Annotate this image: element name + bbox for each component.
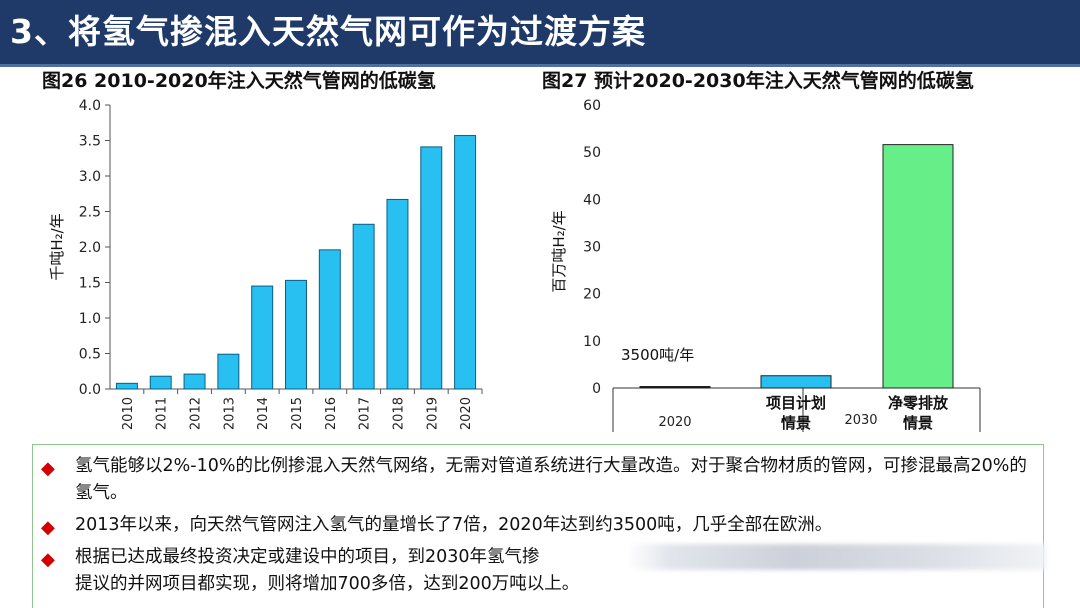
bullet-diamond-icon: ◆: [41, 458, 55, 479]
x-tick-label: 2014: [256, 397, 271, 430]
y-tick-label: 2.0: [79, 240, 101, 256]
bar: [115, 382, 138, 390]
y-tick-label: 50: [583, 145, 601, 161]
y-tick-label: 3.5: [79, 134, 101, 150]
chart-left: 千吨H₂/年 0.0 0.5 1.0 1.5 2.0 2.5 3.0 3.5 4.0 2010 201…: [48, 98, 483, 430]
bullet-list: ◆ 氢气能够以2%-10%的比例掺混入天然气网络，无需对管道系统进行大量改造。对…: [32, 444, 1044, 608]
y-tick-label: 40: [583, 192, 601, 208]
y-tick-label: 2.5: [79, 205, 101, 221]
y-tick-label: 4.0: [79, 98, 101, 114]
bar: [882, 144, 954, 389]
blurred-text-region: [628, 544, 1046, 570]
bar: [183, 373, 206, 390]
x-tick-label: 2016: [324, 397, 339, 430]
bullet-item: ◆ 根据已达成最终投资决定或建设中的项目，到2030年氢气掺 提议的并网项目都实…: [41, 544, 1033, 598]
x-category-label: 情景: [781, 414, 811, 432]
title-divider: [0, 64, 1080, 67]
bar: [285, 279, 307, 390]
x-tick-label: 2017: [358, 397, 373, 430]
y-tick-label: 3.0: [79, 169, 101, 185]
bar: [639, 386, 711, 389]
y-tick-label: 10: [583, 334, 601, 350]
page-title: 3、将氢气掺混入天然气网可作为过渡方案: [0, 0, 1080, 64]
bullet-item: ◆ 氢气能够以2%-10%的比例掺混入天然气网络，无需对管道系统进行大量改造。对…: [41, 453, 1033, 507]
x-tick-label: 2013: [222, 397, 237, 430]
bullet-text-continued: 提议的并网项目都实现，则将增加700多倍，达到200万吨以上。: [75, 574, 580, 594]
y-axis-label: 百万吨H₂/年: [550, 210, 568, 292]
y-tick-label: 30: [583, 240, 601, 256]
x-category-label: 项目计划: [766, 394, 826, 412]
y-tick-label: 60: [583, 98, 601, 114]
bullet-diamond-icon: ◆: [41, 549, 55, 570]
y-tick-label: 0.0: [79, 382, 101, 398]
bar: [454, 135, 477, 390]
x-tick-label: 2010: [121, 397, 136, 430]
bar: [352, 223, 375, 390]
y-tick-label: 0: [592, 381, 601, 397]
x-category-label: 净零排放: [888, 394, 949, 412]
bar: [386, 198, 409, 390]
y-tick-label: 1.0: [79, 311, 101, 327]
bullet-text: 氢气能够以2%-10%的比例掺混入天然气网络，无需对管道系统进行大量改造。对于聚…: [75, 456, 1027, 503]
x-tick-label: 2011: [155, 397, 170, 430]
y-tick-label: 1.5: [79, 276, 101, 292]
x-category-label: 情景: [903, 414, 933, 432]
chart-title-left: 图26 2010-2020年注入天然气管网的低碳氢: [42, 70, 436, 92]
y-axis-label: 千吨H₂/年: [48, 213, 66, 280]
bullet-item: ◆ 2013年以来，向天然气管网注入氢气的量增长了7倍，2020年达到约3500…: [41, 512, 1033, 539]
bar: [217, 353, 240, 390]
bar: [318, 249, 341, 390]
bar-annotation: 3500吨/年: [621, 346, 694, 364]
bar: [760, 375, 832, 389]
x-group-label: 2030: [844, 413, 877, 428]
bullet-text: 2013年以来，向天然气管网注入氢气的量增长了7倍，2020年达到约3500吨，…: [75, 515, 833, 535]
bullet-diamond-icon: ◆: [41, 517, 55, 538]
bar: [251, 285, 274, 390]
x-tick-label: 2018: [391, 397, 406, 430]
bullet-text: 根据已达成最终投资决定或建设中的项目，到2030年氢气掺: [75, 547, 540, 567]
bar: [149, 375, 172, 390]
x-tick-label: 2020: [459, 397, 474, 430]
x-tick-label: 2019: [425, 397, 440, 430]
chart-right: 百万吨H₂/年01020304050603500吨/年2020项目计划情景净零排…: [550, 98, 981, 432]
chart-title-right: 图27 预计2020-2030年注入天然气管网的低碳氢: [542, 70, 974, 92]
x-tick-label: 2015: [290, 397, 305, 430]
x-tick-label: 2012: [189, 397, 204, 430]
x-category-label: 2020: [658, 415, 691, 430]
y-tick-label: 0.5: [79, 347, 101, 363]
y-tick-label: 20: [583, 287, 601, 303]
bar: [420, 146, 443, 390]
